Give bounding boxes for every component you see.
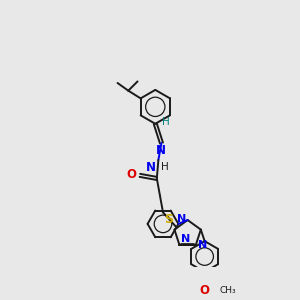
Text: CH₃: CH₃ [219,286,236,295]
Text: N: N [198,240,207,250]
Text: N: N [156,144,166,157]
Text: H: H [161,162,169,172]
Text: N: N [146,161,156,174]
Text: H: H [162,117,170,127]
Text: S: S [164,213,173,226]
Text: N: N [177,214,186,224]
Text: O: O [127,168,137,181]
Text: O: O [200,284,210,297]
Text: N: N [181,234,190,244]
